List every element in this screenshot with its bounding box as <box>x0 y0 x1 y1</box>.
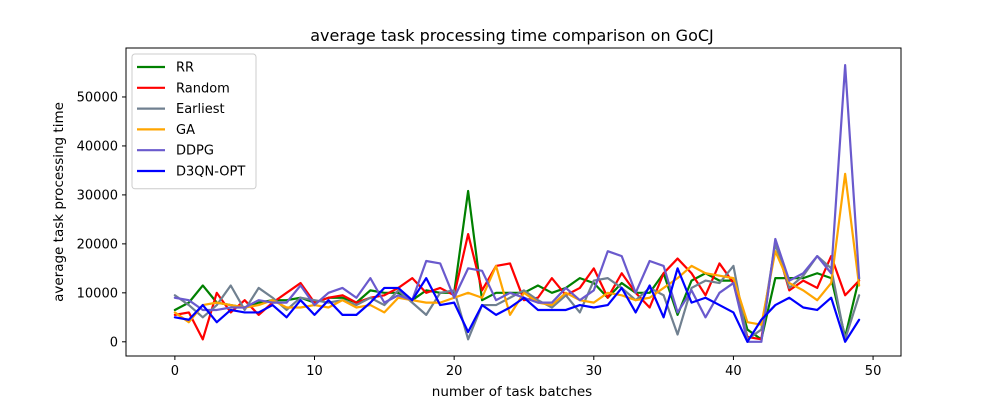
x-tick-label: 50 <box>865 364 882 379</box>
x-tick-label: 10 <box>306 364 323 379</box>
series-layer <box>173 64 861 343</box>
legend-label: Random <box>176 81 230 96</box>
y-tick-label: 40000 <box>77 139 118 154</box>
legend-label: RR <box>176 61 194 76</box>
legend-label: Earliest <box>176 102 225 117</box>
series-line-rr <box>173 189 861 341</box>
legend-label: D3QN-OPT <box>176 165 245 180</box>
y-tick-label: 20000 <box>77 237 118 252</box>
y-tick-label: 10000 <box>77 286 118 301</box>
y-tick-label: 50000 <box>77 90 118 105</box>
y-axis-ticks: 0 10000 20000 30000 40000 50000 <box>77 90 126 350</box>
plot-area: 0 10 20 30 40 50 0 10000 20000 30000 40000 50000 <box>77 47 902 379</box>
x-tick-label: 0 <box>171 364 179 379</box>
x-axis-label: number of task batches <box>432 384 592 400</box>
legend: RR Random Earliest GA DDPG D3QN-OPT <box>131 53 257 190</box>
series-line-earliest <box>173 242 861 341</box>
y-tick-label: 30000 <box>77 188 118 203</box>
legend-label: GA <box>176 123 195 138</box>
legend-label: DDPG <box>176 144 214 159</box>
x-tick-label: 20 <box>446 364 463 379</box>
y-axis-label: average task processing time <box>51 102 67 302</box>
x-axis-ticks: 0 10 20 30 40 50 <box>171 356 882 379</box>
y-tick-label: 0 <box>110 335 118 350</box>
x-tick-label: 30 <box>586 364 603 379</box>
series-line-ddpg <box>173 64 861 343</box>
series-line-d3qn-opt <box>173 267 861 343</box>
chart-title: average task processing time comparison … <box>310 26 714 45</box>
x-tick-label: 40 <box>725 364 742 379</box>
plot-frame <box>125 47 902 357</box>
